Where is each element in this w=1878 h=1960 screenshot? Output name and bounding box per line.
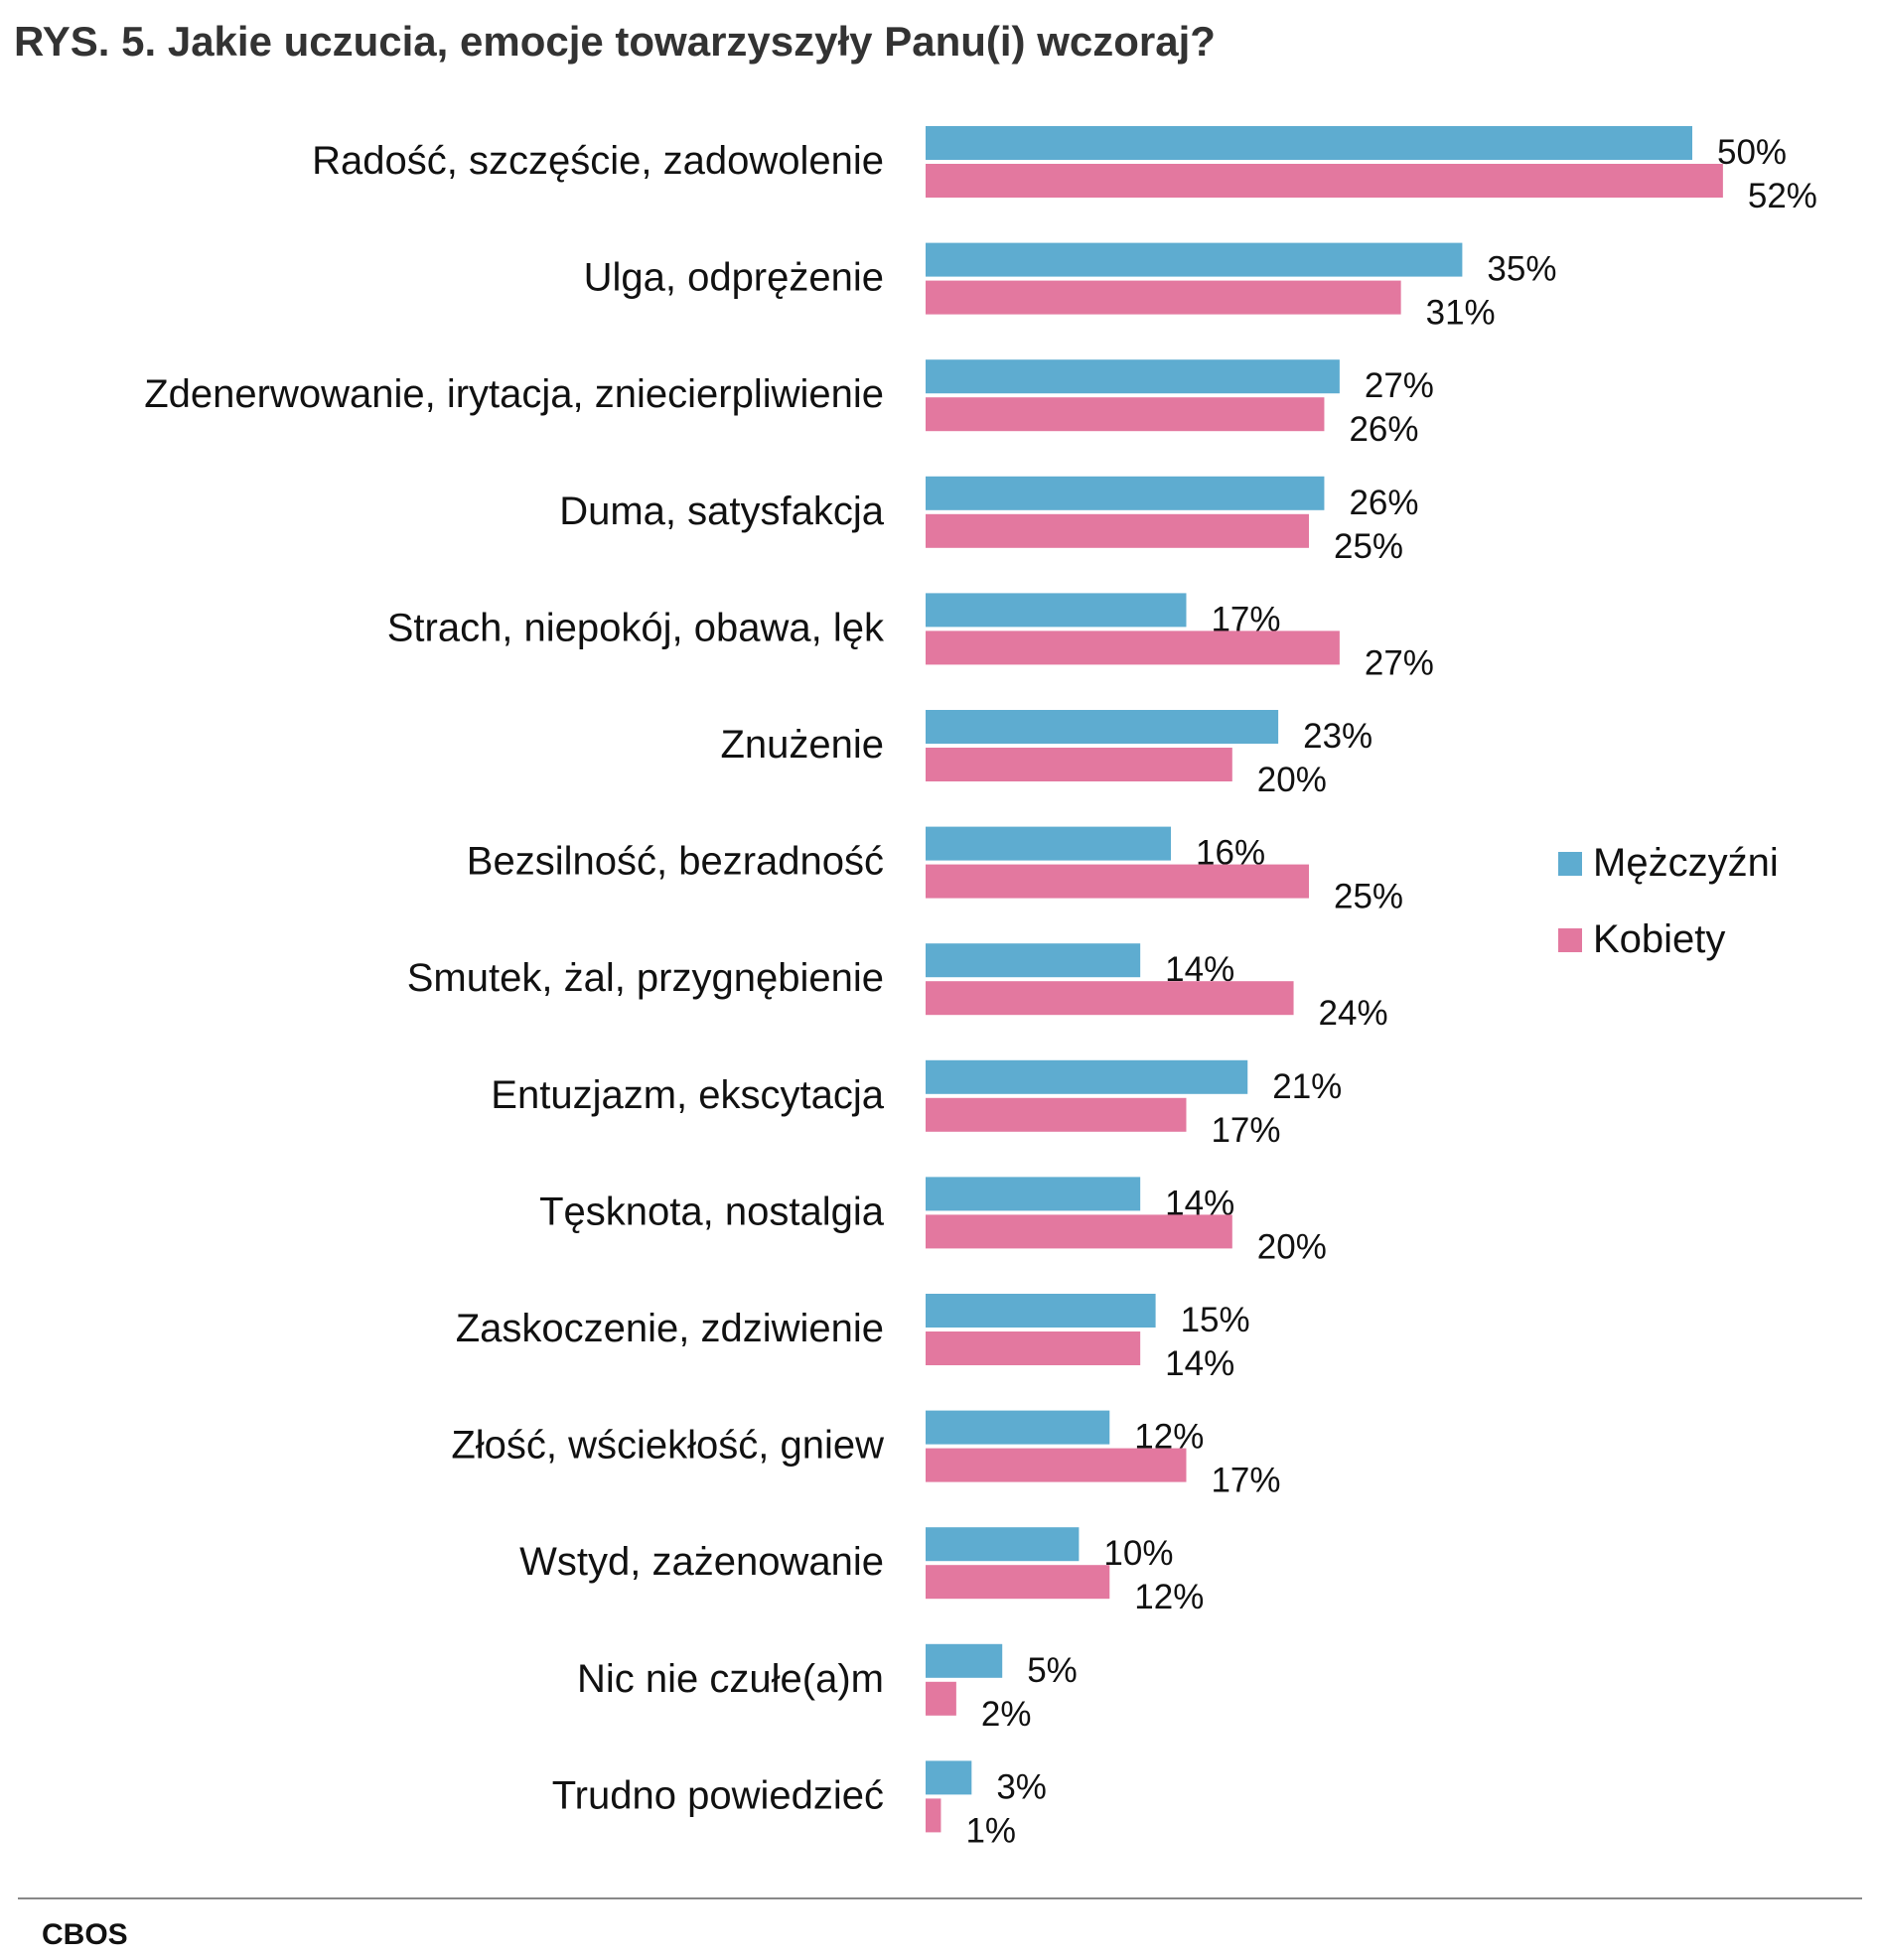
category-row: Strach, niepokój, obawa, lęk 17%27% [387,593,1434,682]
bar-women [926,1798,941,1833]
bar-men [926,826,1172,861]
category-label: Radość, szczęście, zadowolenie [312,139,884,183]
category-label: Ulga, odprężenie [584,256,884,300]
category-row: Znużenie 23% 20% [720,710,1372,799]
bar-women [926,748,1232,781]
data-label: 52% [1748,177,1817,215]
source-label: CBOS [42,1918,128,1951]
bar-men [926,1527,1080,1562]
bar-men [926,1760,972,1795]
legend-label: Mężczyźni [1593,841,1779,885]
category-row: Ulga, odprężenie 35% 31% [584,242,1556,333]
data-label: 25% [1334,527,1403,566]
category-label: Zdenerwowanie, irytacja, zniecierpliwien… [144,372,884,416]
bar-women [926,864,1309,899]
data-label: 20% [1257,1227,1327,1266]
category-row: Zaskoczenie, zdziwienie 15% 14% [456,1294,1250,1383]
category-row: Duma, satysfakcja 26% 25% [559,476,1419,566]
bar-men [926,1059,1248,1094]
category-row: Smutek, żal, przygnębienie 14%24% [407,943,1388,1033]
data-label: 15% [1181,1301,1250,1339]
data-label: 31% [1426,294,1496,333]
data-label: 17% [1211,1111,1280,1150]
legend: Mężczyźni Kobiety [1558,841,1779,961]
category-label: Znużenie [720,723,884,767]
category-row: Trudno powiedzieć 3% 1% [552,1760,1047,1850]
bar-women [926,981,1294,1016]
bar-women [926,1565,1110,1600]
bar-women [926,513,1309,548]
category-label: Duma, satysfakcja [559,490,885,533]
category-row: Zdenerwowanie, irytacja, zniecierpliwien… [144,359,1434,449]
bar-men [926,1294,1156,1328]
category-label: Tęsknota, nostalgia [539,1190,885,1233]
bar-women [926,397,1325,432]
legend-swatch [1558,852,1582,876]
category-label: Złość, wściekłość, gniew [451,1424,884,1468]
data-label: 24% [1319,994,1388,1033]
bar-men [926,1177,1141,1211]
category-label: Strach, niepokój, obawa, lęk [387,606,885,649]
category-row: Tęsknota, nostalgia 14%20% [539,1177,1327,1266]
bar-women [926,1097,1187,1132]
bar-men [926,1410,1110,1445]
category-label: Zaskoczenie, zdziwienie [456,1307,884,1350]
bar-men [926,242,1463,277]
category-label: Bezsilność, bezradność [467,840,884,884]
legend-label: Kobiety [1593,917,1725,961]
data-label: 1% [965,1811,1016,1850]
data-label: 35% [1487,250,1556,289]
bar-men [926,593,1187,628]
category-row: Złość, wściekłość, gniew 12%17% [451,1410,1281,1500]
bar-men [926,359,1340,394]
data-label: 2% [981,1695,1032,1734]
data-label: 12% [1134,1578,1204,1616]
data-label: 5% [1027,1651,1078,1690]
bar-women [926,164,1723,198]
data-label: 3% [996,1767,1047,1806]
category-label: Trudno powiedzieć [552,1773,884,1817]
category-row: Entuzjazm, ekscytacja 21% 17% [491,1059,1342,1150]
data-label: 14% [1165,1344,1234,1383]
data-label: 26% [1349,410,1418,449]
chart-title: RYS. 5. Jakie uczucia, emocje towarzyszy… [14,18,1216,65]
category-row: Bezsilność, bezradność 16%25% [467,826,1403,916]
category-row: Wstyd, zażenowanie 10% 12% [519,1527,1204,1616]
data-label: 26% [1349,484,1418,522]
bar-men [926,1643,1003,1678]
bar-women [926,1214,1232,1249]
bar-men [926,943,1141,978]
bar-women [926,280,1401,315]
category-label: Entuzjazm, ekscytacja [491,1073,884,1117]
bar-women [926,1331,1141,1365]
category-row: Radość, szczęście, zadowolenie 50% 52% [312,126,1817,215]
category-label: Wstyd, zażenowanie [519,1540,884,1584]
data-label: 21% [1272,1067,1342,1106]
bar-women [926,630,1340,665]
data-label: 10% [1103,1534,1173,1573]
bar-men [926,476,1325,510]
bar-men [926,126,1692,160]
data-label: 23% [1303,717,1372,756]
data-label: 27% [1365,643,1434,682]
data-label: 27% [1365,366,1434,405]
bar-women [926,1448,1187,1482]
bar-men [926,710,1279,744]
category-label: Smutek, żal, przygnębienie [407,956,884,1000]
legend-swatch [1558,928,1582,952]
data-label: 17% [1211,1462,1280,1500]
data-label: 20% [1257,761,1327,799]
data-label: 25% [1334,878,1403,916]
category-label: Nic nie czułe(a)m [577,1657,884,1701]
category-row: Nic nie czułe(a)m 5% 2% [577,1643,1078,1734]
bar-women [926,1681,956,1716]
data-label: 50% [1717,133,1787,172]
